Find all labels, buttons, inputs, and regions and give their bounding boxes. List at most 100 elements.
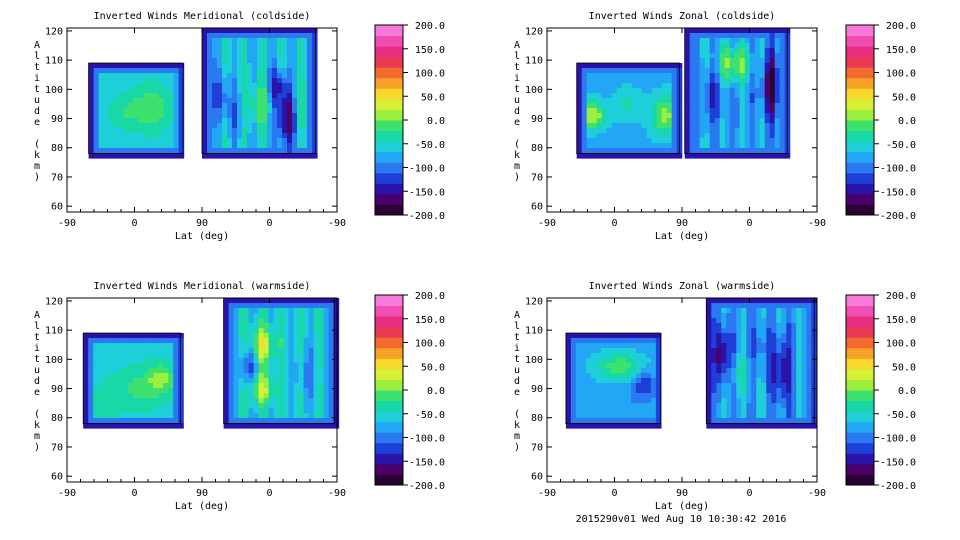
colorbar-tick-label: -100.0 [409,434,445,445]
colorbar-swatch [375,88,403,100]
x-tick-label: -90 [328,218,346,229]
colorbar-swatch [846,326,874,338]
colorbar-tick-label: 200.0 [415,21,445,32]
contour-field [576,27,791,159]
colorbar-tick-label: -150.0 [880,457,916,468]
colorbar-tick-label: 0.0 [898,116,916,127]
colorbar: 200.0 150.0 100.0 50.0 0.0 -50.0 -100.0 -150.0 -… [374,21,445,222]
y-tick-label: 80 [531,143,543,154]
y-tick-label: 100 [525,85,543,96]
colorbar-swatch [846,204,874,216]
x-tick-label: -90 [58,488,76,499]
colorbar-swatch [846,400,874,412]
y-tick-label: 60 [531,202,543,213]
x-tick-label: 0 [746,488,752,499]
x-tick-label: 0 [611,488,617,499]
colorbar-tick-label: -100.0 [880,164,916,175]
colorbar-tick-label: 0.0 [898,386,916,397]
x-tick-label: 90 [196,218,208,229]
colorbar-tick-label: 100.0 [886,69,916,80]
colorbar-swatch [846,193,874,205]
colorbar-swatch [846,390,874,402]
colorbar-swatch [375,442,403,454]
colorbar-swatch [375,316,403,328]
y-tick-label: 100 [45,85,63,96]
colorbar-swatch [375,295,403,307]
y-tick-label: 120 [525,26,543,37]
colorbar-swatch [375,172,403,184]
colorbar-tick-label: 100.0 [415,69,445,80]
colorbar-swatch [375,390,403,402]
y-tick-label: 110 [525,326,543,337]
colorbar-swatch [846,172,874,184]
colorbar-swatch [375,347,403,359]
colorbar-tick-label: -100.0 [880,434,916,445]
y-tick-label: 120 [45,296,63,307]
colorbar-swatch [846,130,874,142]
colorbar-swatch [375,183,403,195]
colorbar-swatch [375,421,403,433]
colorbar: 200.0 150.0 100.0 50.0 0.0 -50.0 -100.0 -150.0 -… [845,291,916,492]
colorbar-swatch [846,442,874,454]
colorbar-swatch [375,77,403,89]
chart-panel-3: Inverted Winds Meridional (warmside) 60 70… [34,281,445,512]
y-tick-label: 70 [51,172,63,183]
colorbar-swatch [375,474,403,486]
colorbar-tick-label: 100.0 [886,339,916,350]
colorbar-tick-label: -150.0 [880,187,916,198]
colorbar-tick-label: 200.0 [886,21,916,32]
x-tick-label: 0 [266,488,272,499]
colorbar: 200.0 150.0 100.0 50.0 0.0 -50.0 -100.0 -150.0 -… [374,291,445,492]
colorbar-swatch [375,35,403,47]
colorbar-swatch [846,305,874,317]
y-tick-label: 70 [51,442,63,453]
colorbar-swatch [375,120,403,132]
contour-field [82,297,340,429]
colorbar-swatch [846,98,874,110]
colorbar-swatch [846,162,874,174]
colorbar-swatch [375,151,403,163]
colorbar-tick-label: 0.0 [427,386,445,397]
chart-title: Inverted Winds Zonal (coldside) [589,11,776,22]
colorbar-tick-label: 0.0 [427,116,445,127]
colorbar-swatch [375,193,403,205]
colorbar-swatch [375,98,403,110]
y-tick-label: 80 [51,413,63,424]
colorbar-swatch [375,46,403,58]
x-tick-label: 0 [266,218,272,229]
colorbar-swatch [846,316,874,328]
colorbar-swatch [375,368,403,380]
chart-title: Inverted Winds Zonal (warmside) [589,281,776,292]
colorbar-swatch [375,56,403,68]
colorbar-tick-label: 50.0 [421,362,445,373]
y-tick-label: 100 [45,355,63,366]
x-axis-label: Lat (deg) [175,231,229,242]
colorbar-swatch [846,295,874,307]
colorbar-swatch [375,204,403,216]
colorbar-swatch [846,183,874,195]
colorbar-tick-label: 200.0 [415,291,445,302]
x-tick-label: 90 [196,488,208,499]
colorbar-tick-label: -200.0 [409,481,445,492]
y-tick-label: 110 [525,56,543,67]
colorbar-swatch [846,77,874,89]
colorbar-tick-label: 150.0 [886,45,916,56]
y-tick-label: 90 [51,384,63,395]
colorbar: 200.0 150.0 100.0 50.0 0.0 -50.0 -100.0 -150.0 -… [845,21,916,222]
x-tick-label: -90 [538,218,556,229]
colorbar-swatch [375,25,403,37]
colorbar-tick-label: -150.0 [409,457,445,468]
y-tick-label: 70 [531,442,543,453]
y-tick-label: 80 [51,143,63,154]
colorbar-tick-label: -150.0 [409,187,445,198]
y-tick-label: 60 [51,472,63,483]
y-tick-label: 90 [51,114,63,125]
x-tick-label: -90 [538,488,556,499]
colorbar-swatch [846,379,874,391]
colorbar-tick-label: 150.0 [415,45,445,56]
x-tick-label: -90 [58,218,76,229]
colorbar-swatch [375,67,403,79]
y-tick-label: 120 [45,26,63,37]
